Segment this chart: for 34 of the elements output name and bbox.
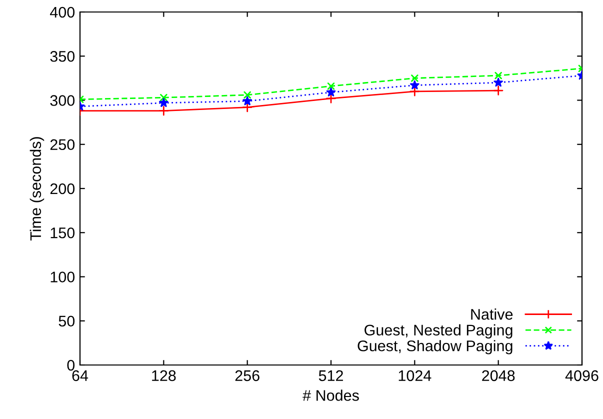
y-tick-label: 250 [50, 139, 75, 150]
x-tick-label: 64 [72, 370, 88, 382]
y-tick-label: 400 [50, 6, 75, 18]
point [494, 72, 502, 80]
point [160, 94, 168, 102]
point [244, 91, 251, 99]
legend-label: Guest, Shadow Paging [358, 340, 512, 354]
y-tick-label: 0 [67, 360, 75, 371]
point [327, 82, 335, 90]
x-tick-label: 2048 [482, 370, 515, 382]
point [411, 74, 418, 82]
point [159, 98, 168, 107]
y-axis-title: Time (seconds) [30, 137, 44, 241]
x-tick-label: 128 [152, 370, 176, 382]
x-tick-label: 256 [235, 370, 260, 382]
point [158, 106, 169, 116]
point [410, 86, 420, 96]
y-tick-label: 200 [50, 183, 75, 194]
point [494, 78, 503, 87]
point [493, 86, 504, 96]
point [242, 96, 252, 106]
point [326, 87, 336, 96]
x-tick-label: 512 [318, 370, 343, 382]
x-tick-label: 1024 [398, 370, 432, 382]
legend-label: Guest, Nested Paging [364, 324, 512, 339]
y-tick-label: 300 [50, 95, 75, 106]
y-tick-label: 150 [50, 227, 75, 238]
y-tick-label: 50 [58, 316, 75, 327]
x-axis-title: # Nodes [302, 390, 359, 401]
y-tick-label: 350 [50, 50, 75, 62]
point [410, 80, 420, 90]
legend-label: Native [471, 308, 513, 320]
x-tick-label: 4096 [565, 370, 598, 382]
y-tick-label: 100 [50, 272, 75, 282]
